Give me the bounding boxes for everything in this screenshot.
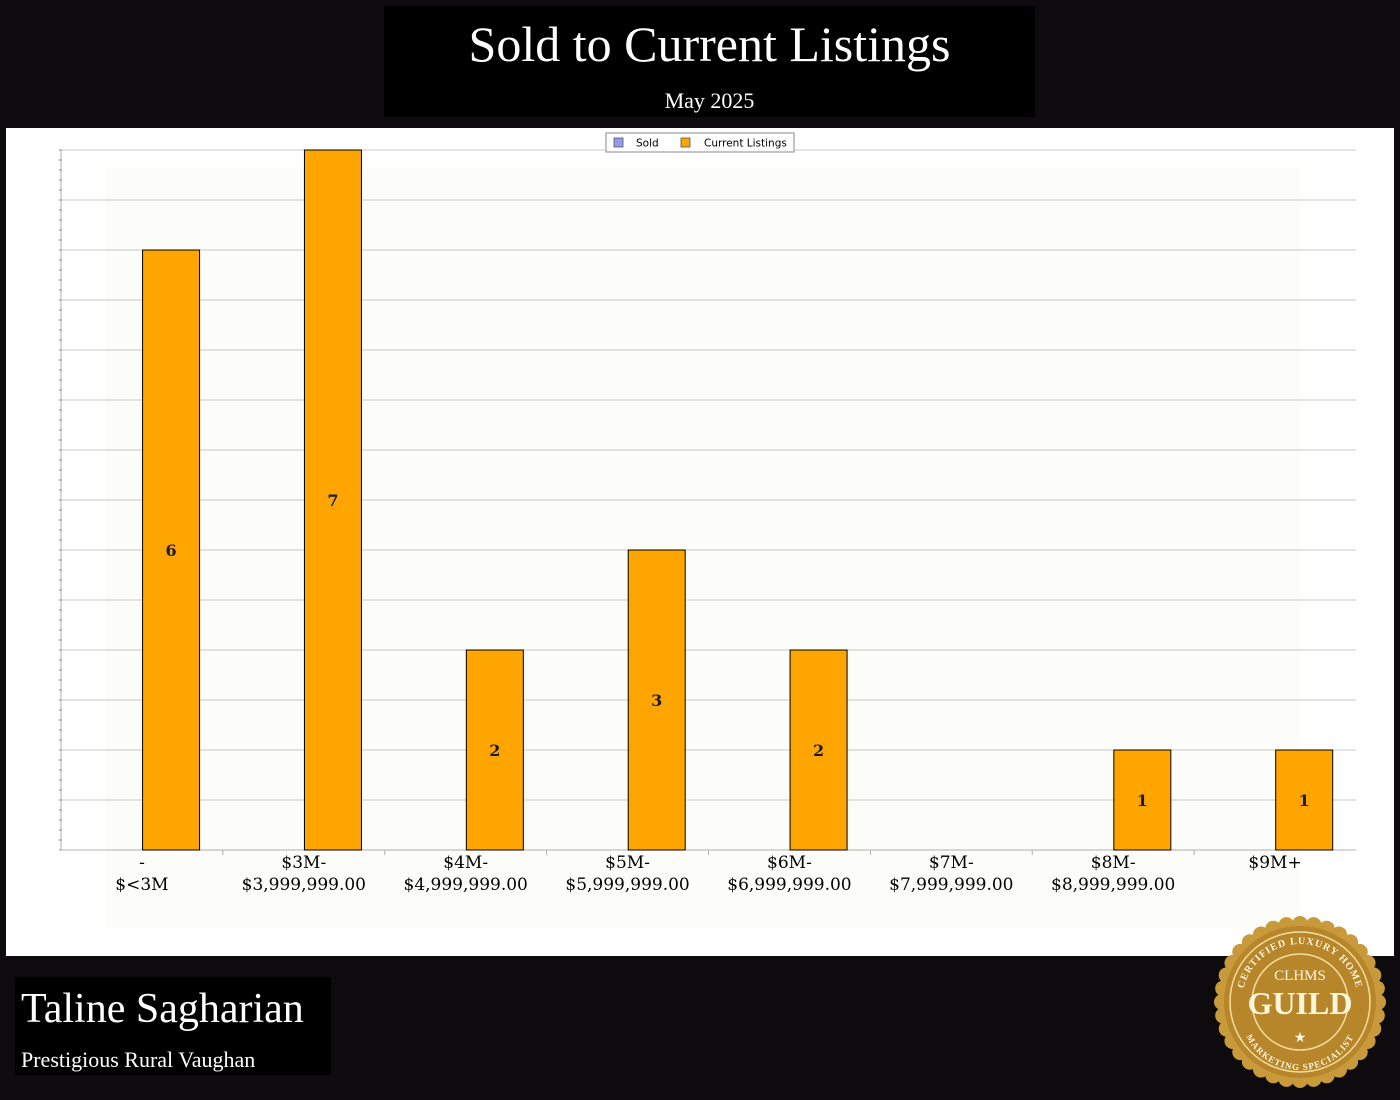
x-tick-label: $7,999,999.00 [889, 875, 1013, 895]
bar-current-listings [789, 649, 848, 851]
x-tick-label: - [139, 853, 145, 873]
bar-current-listings [303, 149, 362, 851]
bar-current-listings [1275, 749, 1334, 851]
x-tick-label: $<3M [115, 875, 168, 895]
title-box: Sold to Current Listings May 2025 [384, 6, 1035, 117]
bar-current-listings [627, 549, 686, 851]
chart-subtitle: May 2025 [664, 88, 755, 113]
x-tick-label: $5M- [605, 853, 650, 873]
data-label: 6 [166, 541, 177, 560]
clhms-guild-seal: CERTIFIED LUXURY HOME MARKETING SPECIALI… [1214, 916, 1386, 1088]
bar-chart: 6 7 2 3 2 1 1 -$<3M $3M-$3,999,999.00 $4M-$4,999,… [59, 132, 1356, 928]
seal-acronym: CLHMS [1274, 968, 1326, 984]
x-tick-label: $6M- [767, 853, 812, 873]
seal-ring-outer [1229, 931, 1371, 1073]
data-label: 3 [651, 691, 662, 710]
x-tick-label: $9M+ [1248, 853, 1301, 873]
seal-ring-inner [1251, 953, 1349, 1051]
bar-current-listings [465, 649, 524, 851]
legend-swatch-current [680, 137, 691, 148]
seal-body [1224, 926, 1376, 1078]
legend-label-current: Current Listings [704, 138, 787, 150]
x-tick-label: $8,999,999.00 [1051, 875, 1175, 895]
chart-title: Sold to Current Listings [468, 16, 951, 72]
x-tick-label: $5,999,999.00 [565, 875, 689, 895]
x-tick-label: $3,999,999.00 [242, 875, 366, 895]
x-tick-label: $4M- [443, 853, 488, 873]
agent-box: Taline Sagharian Prestigious Rural Vaugh… [15, 977, 331, 1075]
x-tick-label: $8M- [1091, 853, 1136, 873]
legend-swatch-sold [613, 137, 624, 148]
x-tick-label: $6,999,999.00 [727, 875, 851, 895]
legend-box [605, 132, 795, 153]
bar-current-listings [1113, 749, 1172, 851]
seal-word: GUILD [1248, 985, 1353, 1021]
x-tick-label: $3M- [281, 853, 326, 873]
data-label: 2 [489, 741, 500, 760]
chart-panel: 6 7 2 3 2 1 1 - $<3M $3M- $3,999,999.00 $4M- $4,999,… [6, 128, 1394, 956]
data-label: 1 [1137, 791, 1148, 810]
legend-label-sold: Sold [636, 138, 659, 150]
data-label: 1 [1299, 791, 1310, 810]
seal-star-icon: ★ [1294, 1030, 1307, 1046]
x-tick-label: $7M- [929, 853, 974, 873]
agent-name: Taline Sagharian [21, 986, 304, 1032]
agent-area: Prestigious Rural Vaughan [21, 1047, 256, 1072]
bar-current-listings [142, 249, 201, 851]
data-label: 7 [327, 491, 338, 510]
x-tick-label: $4,999,999.00 [404, 875, 528, 895]
data-label: 2 [813, 741, 824, 760]
